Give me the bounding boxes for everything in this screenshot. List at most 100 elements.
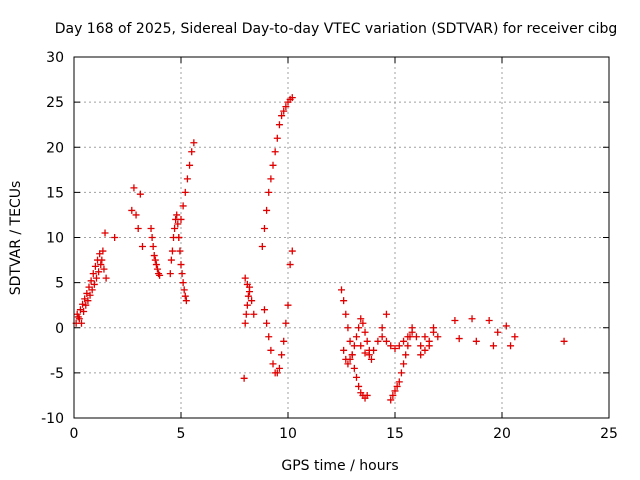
data-point [271, 148, 279, 156]
data-point [421, 346, 429, 354]
data-point [152, 261, 160, 269]
x-tick-label: 10 [279, 426, 297, 442]
data-point [468, 315, 476, 323]
data-point [186, 161, 194, 169]
data-point [188, 148, 196, 156]
data-point [284, 301, 292, 309]
data-point [91, 262, 99, 270]
series-arc-7 [258, 94, 296, 251]
data-point [245, 283, 253, 291]
data-point [417, 342, 425, 350]
data-point [511, 333, 519, 341]
data-point [430, 324, 438, 332]
axis-ticks [73, 56, 610, 419]
data-point [348, 351, 356, 359]
grid [74, 57, 609, 418]
data-point [391, 387, 399, 395]
data-point [421, 333, 429, 341]
data-point [417, 351, 425, 359]
data-point [98, 256, 106, 264]
data-point [138, 243, 146, 251]
data-point [489, 342, 497, 350]
data-point [400, 360, 408, 368]
data-point [87, 277, 95, 285]
data-point [263, 206, 271, 214]
data-point [241, 319, 249, 327]
data-point [273, 369, 281, 377]
data-point [363, 337, 371, 345]
data-point [267, 346, 275, 354]
series-arc-1 [72, 250, 110, 327]
data-point [382, 310, 390, 318]
data-point [258, 243, 266, 251]
data-point [80, 308, 88, 316]
data-point [350, 364, 358, 372]
data-point [502, 322, 510, 330]
data-point [242, 310, 250, 318]
data-point [147, 224, 155, 232]
data-point [344, 324, 352, 332]
y-tick-label: 25 [46, 95, 64, 111]
data-point [387, 396, 395, 404]
data-point [404, 342, 412, 350]
y-tick-label: -5 [50, 366, 64, 382]
data-point [166, 270, 174, 278]
data-point [361, 349, 369, 357]
data-point [181, 188, 189, 196]
data-point [393, 382, 401, 390]
data-point [73, 310, 81, 318]
data-point [153, 265, 161, 273]
data-point [412, 333, 420, 341]
data-point [250, 310, 258, 318]
data-point [350, 342, 358, 350]
series-arc-13 [387, 324, 416, 404]
data-point [177, 215, 185, 223]
data-point [280, 107, 288, 115]
y-axis-label: SDTVAR / TECUs [8, 181, 24, 296]
data-point [365, 351, 373, 359]
x-tick-label: 20 [493, 426, 511, 442]
data-point [171, 224, 179, 232]
data-point [352, 373, 360, 381]
data-point [176, 247, 184, 255]
data-point [378, 333, 386, 341]
data-point [82, 301, 90, 309]
series-arc-1b [73, 229, 109, 327]
data-point [179, 279, 187, 287]
series-arc-3 [147, 224, 164, 279]
chart-title: Day 168 of 2025, Sidereal Day-to-day VTE… [55, 21, 618, 37]
series-arc-12 [378, 328, 438, 354]
data-point [278, 112, 286, 120]
x-tick-label: 5 [177, 426, 186, 442]
data-point [363, 391, 371, 399]
data-point [101, 229, 109, 237]
y-tick-label: 0 [55, 321, 64, 337]
x-axis-label: GPS time / hours [281, 458, 398, 474]
data-point [286, 261, 294, 269]
data-point [282, 319, 290, 327]
data-point [190, 139, 198, 147]
data-point [167, 256, 175, 264]
data-point [269, 360, 277, 368]
data-point [79, 300, 87, 308]
data-point [355, 324, 363, 332]
data-point [128, 206, 136, 214]
data-point [395, 378, 403, 386]
data-point [378, 324, 386, 332]
data-point [181, 292, 189, 300]
y-tick-label: 20 [46, 140, 64, 156]
data-point [395, 342, 403, 350]
data-point [359, 319, 367, 327]
data-point [346, 355, 354, 363]
data-point [357, 342, 365, 350]
data-point [265, 188, 273, 196]
data-point [175, 234, 183, 241]
data-point [275, 364, 283, 372]
data-point [406, 333, 414, 341]
data-point [560, 337, 568, 345]
data-point [387, 342, 395, 350]
series-arc-9 [338, 286, 371, 402]
data-point [111, 234, 119, 241]
series-arc-11 [357, 310, 390, 359]
